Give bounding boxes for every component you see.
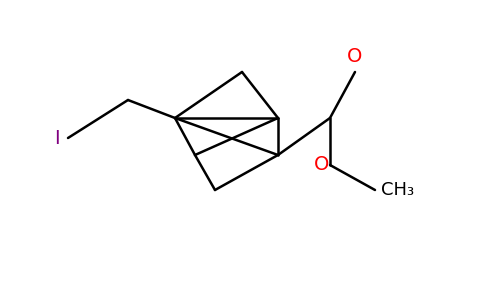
Text: CH₃: CH₃ — [381, 181, 414, 199]
Text: O: O — [348, 47, 363, 66]
Text: I: I — [54, 128, 60, 148]
Text: O: O — [314, 155, 330, 175]
